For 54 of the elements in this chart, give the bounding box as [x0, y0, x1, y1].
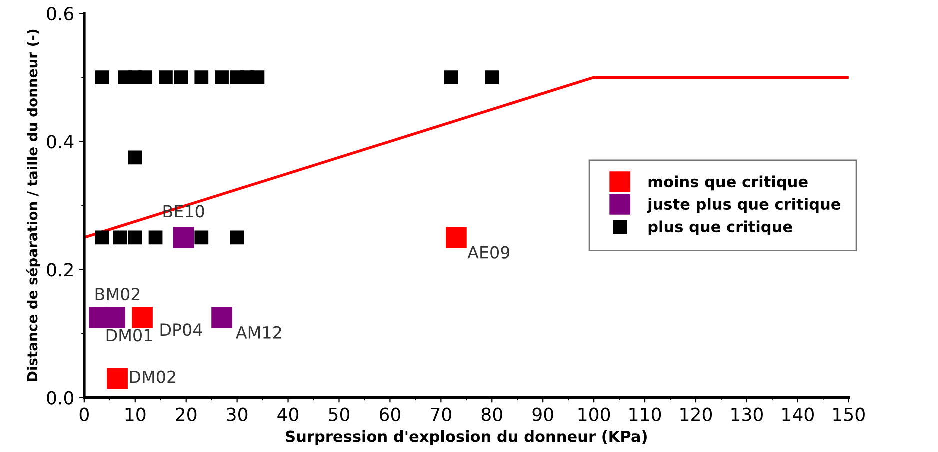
annotation: DP04	[160, 324, 202, 336]
x-tick-label: 0	[80, 408, 89, 422]
point	[113, 230, 128, 245]
x-tick-label: 130	[732, 408, 763, 422]
point	[138, 70, 153, 85]
annotation: BM02	[96, 288, 140, 301]
point	[446, 227, 467, 248]
x-tick-label: 150	[834, 408, 865, 422]
y-tick-label: 0.6	[47, 7, 74, 21]
y-axis-title: Distance de séparation / taille du donneur (-)	[26, 30, 40, 382]
point	[148, 230, 163, 245]
point	[128, 230, 142, 245]
point	[230, 230, 244, 245]
point	[159, 70, 173, 85]
legend-label: moins que critique	[648, 176, 808, 191]
annotation: BE10	[164, 205, 204, 218]
legend-label: juste plus que critique	[647, 198, 841, 214]
point	[174, 70, 188, 85]
x-tick-label: 110	[630, 408, 662, 422]
x-tick-label: 20	[176, 408, 197, 422]
legend-label: plus que critique	[648, 220, 792, 236]
x-tick-label: 120	[680, 408, 712, 422]
x-tick-label: 70	[431, 408, 452, 422]
point	[250, 70, 265, 85]
point	[444, 70, 458, 85]
x-tick-label: 100	[578, 408, 610, 422]
x-tick-label: 90	[532, 408, 554, 422]
x-tick-label: 40	[278, 408, 299, 422]
point	[173, 227, 194, 248]
point	[132, 307, 153, 328]
x-tick-label: 30	[227, 408, 248, 422]
y-tick-label: 0.2	[47, 263, 73, 277]
point	[107, 368, 128, 389]
point	[128, 150, 142, 165]
annotation: DM01	[106, 329, 152, 342]
x-tick-label: 50	[329, 408, 350, 422]
point	[95, 230, 110, 245]
x-tick-label: 60	[380, 408, 400, 422]
x-axis-title: Surpression d'explosion du donneur (KPa)	[286, 430, 647, 446]
x-tick-label: 80	[482, 408, 502, 422]
point	[212, 307, 232, 328]
y-tick-label: 0.4	[47, 135, 74, 149]
point	[194, 70, 209, 85]
x-tick-label: 140	[782, 408, 814, 422]
annotation: DM02	[130, 370, 176, 384]
y-tick-label: 0.0	[47, 391, 74, 405]
annotation: AE09	[468, 246, 510, 259]
annotation: AM12	[236, 326, 282, 339]
x-tick-label: 10	[126, 408, 146, 422]
point	[485, 70, 500, 85]
point	[104, 307, 126, 328]
point	[215, 70, 229, 85]
point	[194, 230, 209, 245]
point	[95, 70, 110, 85]
